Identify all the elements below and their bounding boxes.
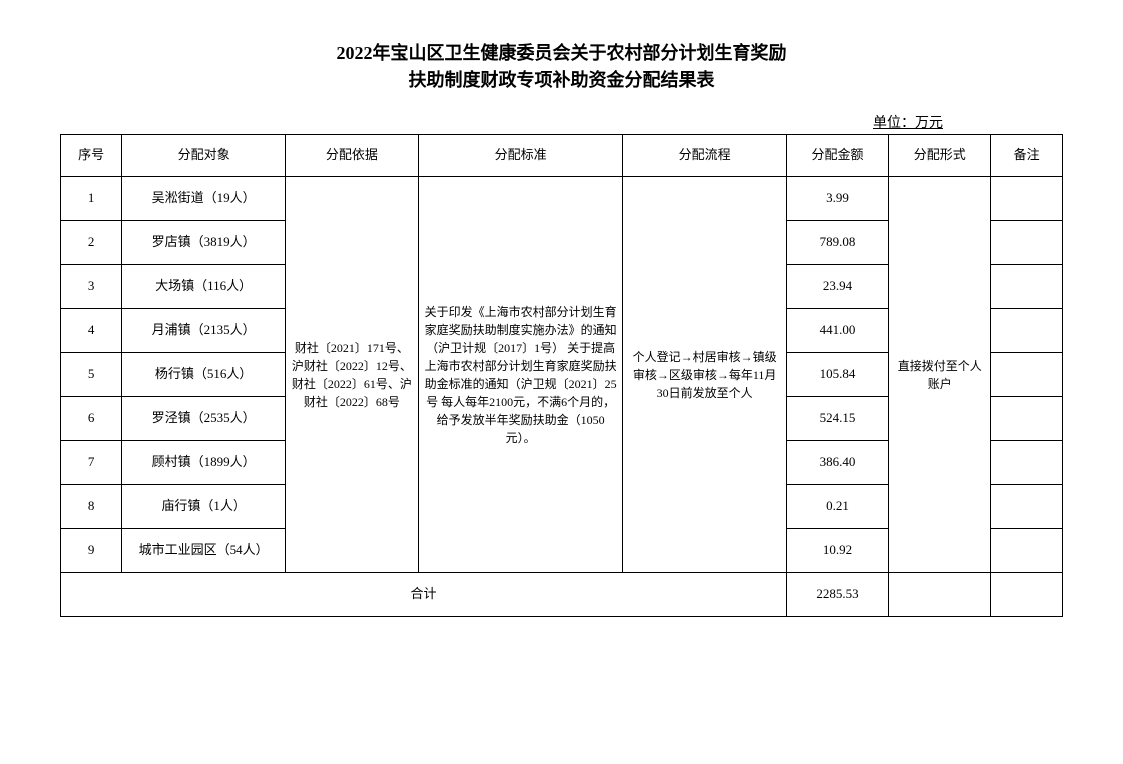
cell-amount: 3.99	[786, 177, 888, 221]
cell-basis: 财社〔2021〕171号、沪财社〔2022〕12号、财社〔2022〕61号、沪财…	[285, 177, 418, 573]
allocation-table: 序号 分配对象 分配依据 分配标准 分配流程 分配金额 分配形式 备注 1 吴淞…	[60, 134, 1063, 617]
cell-target: 月浦镇（2135人）	[122, 309, 286, 353]
cell-total-label: 合计	[61, 573, 787, 617]
cell-seq: 7	[61, 441, 122, 485]
header-standard: 分配标准	[418, 135, 622, 177]
cell-seq: 2	[61, 221, 122, 265]
header-seq: 序号	[61, 135, 122, 177]
title-block: 2022年宝山区卫生健康委员会关于农村部分计划生育奖励 扶助制度财政专项补助资金…	[60, 40, 1063, 94]
cell-form: 直接拨付至个人账户	[889, 177, 991, 573]
cell-note	[991, 397, 1063, 441]
cell-amount: 386.40	[786, 441, 888, 485]
cell-amount: 10.92	[786, 529, 888, 573]
cell-target: 顾村镇（1899人）	[122, 441, 286, 485]
title-line-2: 扶助制度财政专项补助资金分配结果表	[60, 67, 1063, 94]
title-line-1: 2022年宝山区卫生健康委员会关于农村部分计划生育奖励	[60, 40, 1063, 67]
cell-target: 吴淞街道（19人）	[122, 177, 286, 221]
cell-seq: 8	[61, 485, 122, 529]
cell-amount: 789.08	[786, 221, 888, 265]
cell-amount: 23.94	[786, 265, 888, 309]
cell-amount: 524.15	[786, 397, 888, 441]
cell-amount: 0.21	[786, 485, 888, 529]
cell-note	[991, 309, 1063, 353]
table-header-row: 序号 分配对象 分配依据 分配标准 分配流程 分配金额 分配形式 备注	[61, 135, 1063, 177]
cell-note	[991, 265, 1063, 309]
header-process: 分配流程	[623, 135, 787, 177]
unit-label: 单位：万元	[60, 112, 1063, 132]
cell-target: 大场镇（116人）	[122, 265, 286, 309]
cell-total-note	[991, 573, 1063, 617]
cell-seq: 1	[61, 177, 122, 221]
cell-note	[991, 529, 1063, 573]
cell-seq: 3	[61, 265, 122, 309]
header-target: 分配对象	[122, 135, 286, 177]
cell-note	[991, 441, 1063, 485]
cell-note	[991, 353, 1063, 397]
cell-target: 杨行镇（516人）	[122, 353, 286, 397]
cell-amount: 441.00	[786, 309, 888, 353]
header-note: 备注	[991, 135, 1063, 177]
cell-standard: 关于印发《上海市农村部分计划生育家庭奖励扶助制度实施办法》的通知（沪卫计规〔20…	[418, 177, 622, 573]
header-basis: 分配依据	[285, 135, 418, 177]
header-amount: 分配金额	[786, 135, 888, 177]
cell-target: 庙行镇（1人）	[122, 485, 286, 529]
cell-target: 罗泾镇（2535人）	[122, 397, 286, 441]
table-row: 1 吴淞街道（19人） 财社〔2021〕171号、沪财社〔2022〕12号、财社…	[61, 177, 1063, 221]
cell-seq: 4	[61, 309, 122, 353]
cell-note	[991, 485, 1063, 529]
cell-target: 城市工业园区（54人）	[122, 529, 286, 573]
cell-seq: 9	[61, 529, 122, 573]
cell-note	[991, 177, 1063, 221]
cell-process: 个人登记→村居审核→镇级审核→区级审核→每年11月30日前发放至个人	[623, 177, 787, 573]
cell-seq: 6	[61, 397, 122, 441]
cell-seq: 5	[61, 353, 122, 397]
cell-target: 罗店镇（3819人）	[122, 221, 286, 265]
cell-total-form	[889, 573, 991, 617]
table-total-row: 合计 2285.53	[61, 573, 1063, 617]
header-form: 分配形式	[889, 135, 991, 177]
cell-amount: 105.84	[786, 353, 888, 397]
cell-note	[991, 221, 1063, 265]
cell-total-amount: 2285.53	[786, 573, 888, 617]
